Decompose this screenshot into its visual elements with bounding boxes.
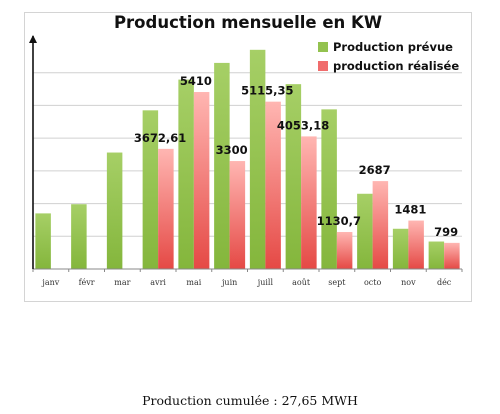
bar-production-prevue [214,62,230,270]
bar-production-prevue [321,109,337,270]
x-tick-label: juill [257,278,274,287]
bar-production-prevue [142,110,159,269]
x-tick-label: sept [328,278,346,287]
bar-production-realisee [265,101,281,270]
legend-label: production réalisée [333,59,460,73]
x-tick-label: nov [401,278,416,287]
chart-title: Production mensuelle en KW [113,13,383,32]
data-label: 5410 [180,74,212,88]
bar-production-prevue [71,204,87,269]
bar-production-realisee [444,242,460,269]
bar-production-realisee [336,232,353,269]
x-tick-label: juin [221,278,237,287]
bar-production-prevue [106,152,123,269]
x-tick-label: déc [437,278,452,287]
data-label: 4053,18 [277,118,329,132]
data-label: 5115,35 [241,84,293,98]
bar-production-prevue [35,213,51,269]
y-axis-arrow [29,35,37,43]
data-label: 1481 [394,203,426,217]
legend-swatch-green [318,42,328,52]
x-tick-label: octo [364,278,382,287]
legend-swatch-red [318,61,328,71]
x-tick-label: avri [150,278,166,287]
x-tick-label: août [292,278,311,287]
legend-item-production-realisee: production réalisée [318,58,459,74]
x-tick-label: janv [41,278,59,287]
bar-production-prevue [285,84,302,270]
data-label: 2687 [359,163,391,177]
bar-production-prevue [249,49,266,269]
bar-production-realisee [193,92,210,269]
bar-production-realisee [301,136,317,269]
data-label: 1130,7 [317,214,361,228]
x-tick-label: mar [114,278,130,287]
legend-label: Production prévue [333,40,453,54]
bar-production-prevue [428,241,445,269]
bar-production-realisee [229,161,246,269]
bar-production-prevue [357,193,373,269]
bar-production-prevue [178,79,194,269]
bar-production-realisee [408,220,424,269]
data-label: 3672,61 [134,131,186,145]
x-tick-label: mai [186,278,201,287]
data-label: 799 [434,225,458,239]
bar-production-prevue [392,228,409,269]
legend-item-production-prevue: Production prévue [318,39,453,55]
bar-production-realisee [372,181,389,269]
data-label: 3300 [216,143,248,157]
cumulative-production-note: Production cumulée : 27,65 MWH [142,393,358,408]
bar-production-realisee [158,148,174,269]
x-tick-label: févr [79,278,95,287]
